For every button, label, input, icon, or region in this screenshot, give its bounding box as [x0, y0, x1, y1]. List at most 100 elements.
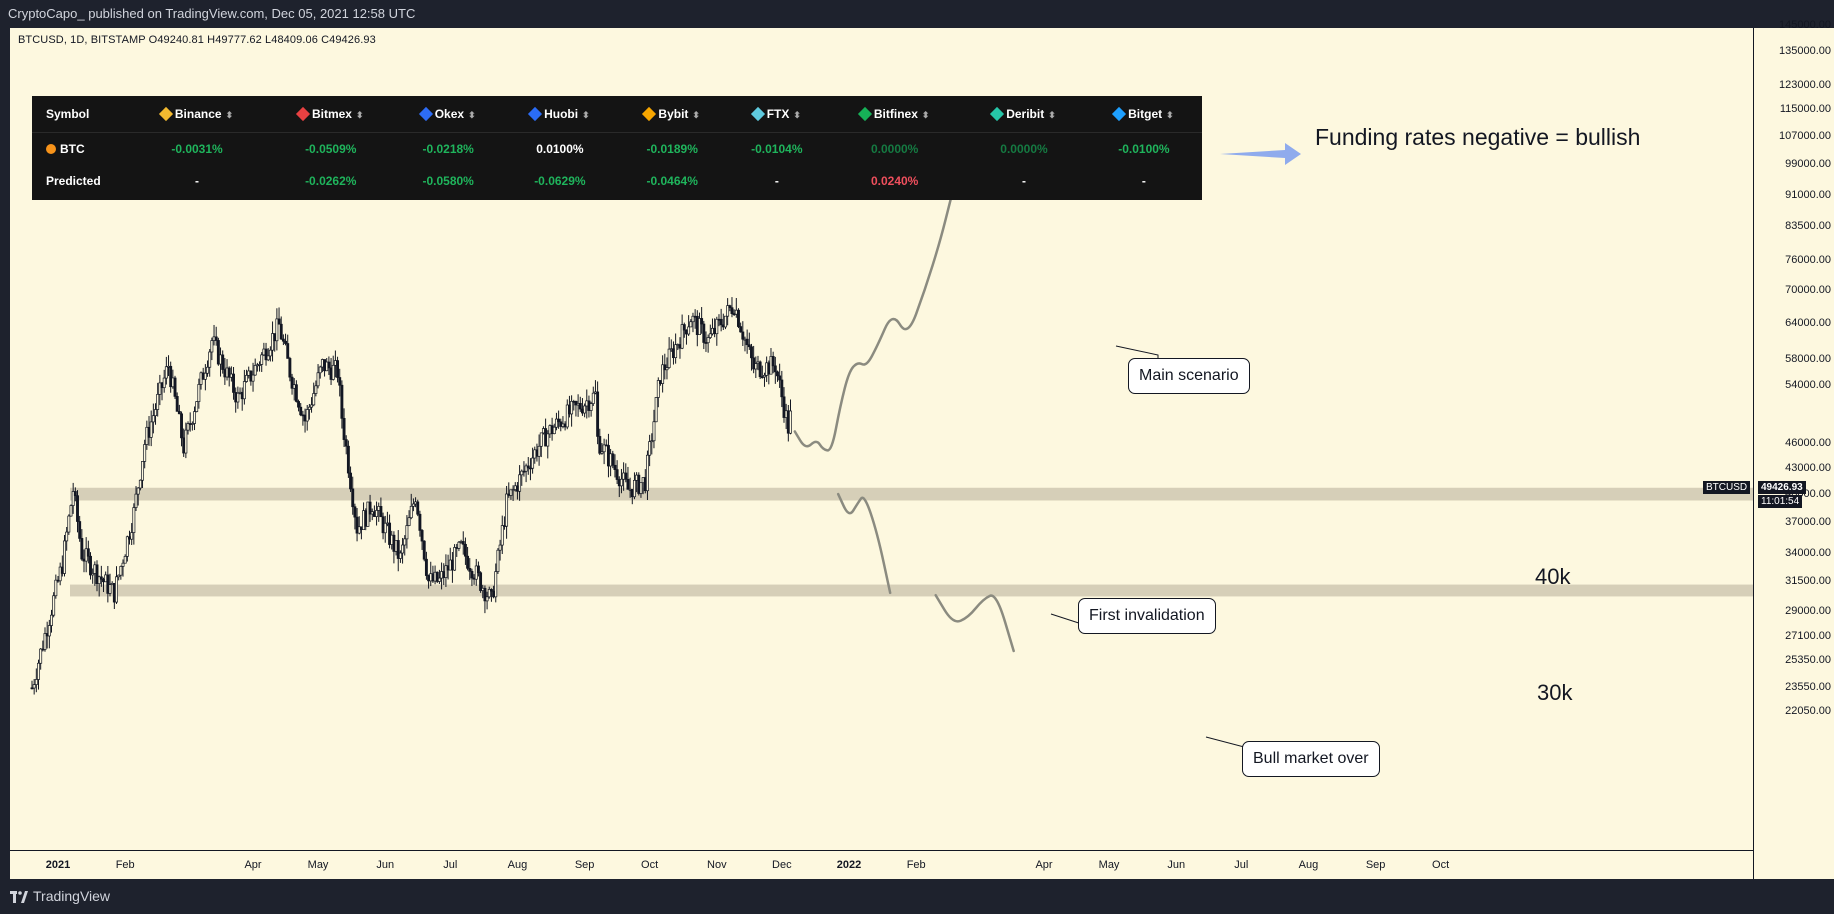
candle-body	[39, 648, 43, 664]
column-header-bitmex[interactable]: Bitmex ⬍	[267, 96, 395, 133]
candle-body	[253, 365, 257, 376]
candle-body	[407, 517, 411, 526]
tradingview-brand[interactable]: TradingView	[33, 888, 111, 904]
column-header-binance[interactable]: Binance ⬍	[127, 96, 268, 133]
funding-cell: -	[195, 174, 200, 188]
candle-body	[739, 326, 743, 333]
price-axis[interactable]: 145000.00 135000.00 123000.00 115000.00 1070…	[1753, 19, 1834, 879]
price-tick-label: 34000.00	[1785, 547, 1831, 560]
funding-cell: -	[774, 174, 779, 188]
candle-body	[691, 315, 695, 323]
candle-body	[63, 540, 66, 574]
sort-icon[interactable]: ⬍	[355, 110, 364, 120]
sort-icon[interactable]: ⬍	[1048, 110, 1056, 120]
price-tick-label: 43000.00	[1785, 461, 1831, 474]
candle-body	[154, 409, 157, 417]
column-header-bybit[interactable]: Bybit ⬍	[617, 96, 727, 133]
candle-body	[134, 493, 138, 508]
time-tick-label: Jul	[443, 859, 458, 871]
candle-body	[108, 584, 112, 594]
candle-body	[353, 506, 357, 518]
callout-main-scenario: Main scenario	[1128, 358, 1250, 394]
candle-body	[483, 587, 487, 602]
row-label: BTC	[32, 133, 127, 166]
candle-body	[379, 506, 383, 518]
column-header-ftx[interactable]: FTX ⬍	[726, 96, 828, 133]
chart-area[interactable]: BTCUSD, 1D, BITSTAMP O49240.81 H49777.62…	[10, 28, 1753, 850]
candle-body	[164, 366, 168, 379]
candle-body	[565, 404, 569, 428]
candle-body	[307, 406, 311, 410]
candle-body	[132, 507, 136, 533]
sort-icon[interactable]: ⬍	[582, 110, 590, 120]
sort-icon[interactable]: ⬍	[225, 110, 234, 120]
sort-icon[interactable]: ⬍	[1166, 110, 1174, 120]
column-header-bitget[interactable]: Bitget ⬍	[1085, 96, 1202, 133]
funding-note: Funding rates negative = bullish	[1315, 124, 1641, 150]
candle-body	[424, 558, 428, 576]
candle-body	[375, 510, 379, 517]
candle-body	[789, 410, 792, 434]
time-tick-label: Aug	[507, 859, 528, 871]
candle-body	[398, 552, 402, 559]
level-label-30k: 30k	[1537, 680, 1573, 705]
candle-body	[700, 318, 704, 325]
candle-body	[106, 574, 110, 594]
candle-body	[195, 401, 199, 412]
funding-rates-table: Symbol Binance ⬍ Bitmex ⬍ Okex ⬍ Huobi ⬍ Bybit ⬍ FT…	[32, 96, 1202, 200]
price-chart[interactable]	[10, 28, 1753, 850]
candle-body	[266, 355, 270, 361]
candle-body	[667, 348, 671, 368]
sort-icon[interactable]: ⬍	[921, 110, 930, 120]
row-label: Predicted	[46, 174, 101, 188]
candle-body	[405, 525, 409, 540]
candle-body	[34, 679, 38, 685]
candle-body	[511, 489, 515, 491]
candle-body	[611, 453, 615, 466]
sort-icon[interactable]: ⬍	[692, 110, 700, 120]
price-tick-label: 115000.00	[1779, 103, 1831, 116]
left-strip	[0, 28, 10, 879]
candle-body	[650, 440, 654, 443]
sort-icon[interactable]: ⬍	[793, 110, 801, 120]
candle-body	[76, 495, 79, 522]
funding-cell: -0.0580%	[422, 174, 474, 188]
candle-body	[47, 625, 51, 637]
funding-cell: 0.0100%	[536, 142, 584, 156]
candle-body	[526, 465, 530, 469]
candle-body	[463, 543, 467, 557]
candle-body	[286, 343, 290, 359]
funding-cell: -0.0629%	[534, 174, 586, 188]
candle-body	[479, 572, 483, 591]
candle-body	[314, 385, 318, 394]
candle-body	[602, 444, 606, 453]
candle-body	[65, 531, 69, 542]
candle-body	[728, 305, 732, 309]
price-tick-label: 107000.00	[1779, 129, 1831, 142]
callout-bull-market-over: Bull market over	[1242, 741, 1380, 777]
bitget-logo-icon	[1112, 106, 1127, 122]
price-tick-label: 27100.00	[1785, 629, 1831, 642]
bitcoin-icon	[46, 144, 56, 154]
candle-body	[227, 367, 231, 378]
candle-body	[444, 565, 448, 578]
candle-body	[344, 439, 348, 447]
candle-body	[121, 562, 125, 567]
candle-body	[91, 573, 95, 576]
candle-body	[184, 429, 188, 454]
candle-body	[437, 577, 441, 582]
candle-body	[143, 444, 147, 462]
time-tick-label: 2021	[45, 859, 71, 871]
column-header-deribit[interactable]: Deribit ⬍	[962, 96, 1086, 133]
candle-body	[763, 374, 766, 378]
candle-body	[245, 374, 248, 382]
huobi-logo-icon	[528, 106, 543, 122]
sort-icon[interactable]: ⬍	[468, 110, 476, 120]
time-axis[interactable]: 2021 Feb Apr May Jun Jul Aug Sep Oct Nov Dec 2022 Fe…	[10, 850, 1753, 880]
column-header-huobi[interactable]: Huobi ⬍	[501, 96, 618, 133]
column-header-bitfinex[interactable]: Bitfinex ⬍	[827, 96, 963, 133]
candle-body	[297, 401, 301, 408]
candle-body	[86, 548, 90, 557]
column-header-okex[interactable]: Okex ⬍	[394, 96, 502, 133]
candle-body	[340, 384, 344, 419]
